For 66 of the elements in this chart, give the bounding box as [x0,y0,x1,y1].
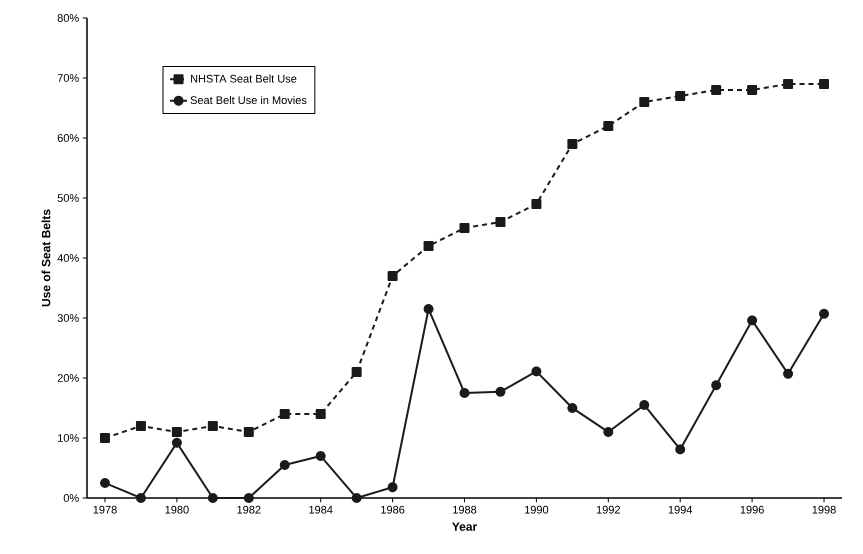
point [675,90,686,101]
point [316,450,326,461]
point [639,400,650,410]
point [388,482,398,492]
y-tick-label: 40% [57,254,79,262]
point [172,438,182,448]
point [388,270,398,281]
point [460,388,470,398]
point [136,492,146,503]
point [603,121,614,131]
point [244,492,254,503]
x-tick-label: 1982 [237,506,260,514]
legend-label: NHSTA Seat Belt Use [190,74,296,83]
x-tick-label: 1994 [668,506,692,514]
y-axis-title: Use of Seat Belts [42,209,50,306]
point [100,478,110,488]
point [208,420,218,431]
point [567,138,578,149]
point [783,79,794,89]
point [567,402,578,413]
y-tick-label: 0% [64,494,79,502]
point [316,408,326,419]
y-tick-label: 10% [58,434,79,442]
y-tick-label: 80% [58,14,79,22]
point [172,426,182,437]
point [639,97,650,107]
point [711,85,722,95]
point [208,492,218,503]
point [711,380,722,390]
point [424,304,434,314]
x-tick-label: 1978 [94,506,117,514]
point [819,308,830,319]
legend-label: Seat Belt Use in Movies [190,96,306,104]
point [747,315,758,326]
point [244,426,254,437]
point [352,366,362,377]
y-tick-label: 20% [58,374,79,382]
x-axis-title: Year [452,522,477,531]
x-tick-label: 1996 [740,506,764,514]
y-tick-label: 50% [58,194,79,202]
point [136,420,146,431]
x-tick-label: 1984 [309,506,333,514]
point [603,426,614,437]
point [675,444,686,454]
point [531,198,542,209]
y-tick-label: 30% [58,314,79,322]
point [531,366,542,376]
x-tick-label: 1998 [812,506,836,514]
point [495,386,506,397]
point [819,79,830,89]
point [352,492,362,503]
point [424,240,434,251]
point [495,216,506,227]
x-tick-label: 1988 [453,506,476,514]
x-tick-label: 1990 [525,506,548,514]
point [783,368,794,379]
point [280,408,290,419]
x-tick-label: 1980 [165,506,189,514]
y-tick-label: 60% [58,134,79,142]
y-tick-label: 70% [58,74,79,82]
point [747,85,758,95]
point [280,460,290,470]
point [100,432,110,443]
point [460,222,470,233]
x-tick-label: 1992 [596,506,620,514]
x-tick-label: 1986 [381,506,404,514]
